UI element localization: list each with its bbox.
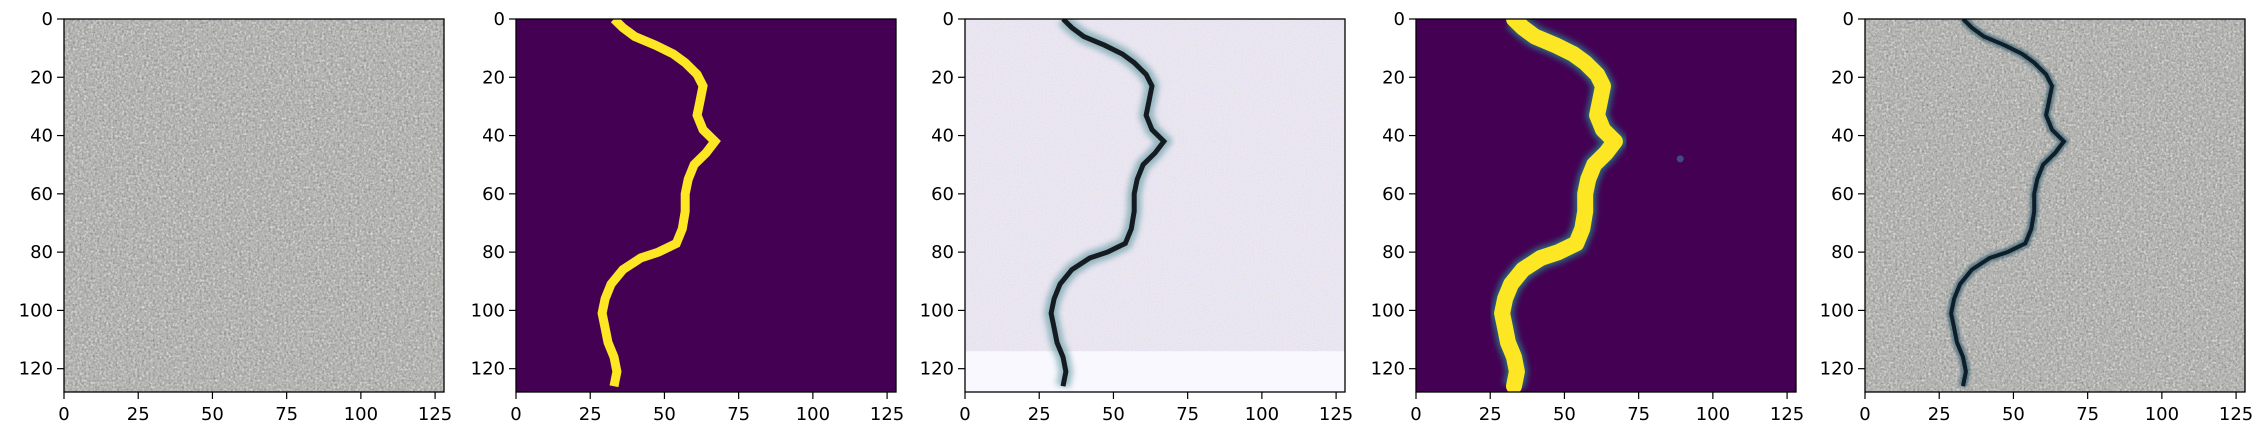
x-tick-label: 125 <box>1319 404 1353 425</box>
x-tick-label: 100 <box>1696 404 1730 425</box>
predicted-crack-mask-image <box>1416 19 1796 392</box>
x-tick-label: 25 <box>1928 404 1951 425</box>
axes-frame <box>515 18 897 393</box>
y-tick-label: 120 <box>1820 359 1854 380</box>
x-tick-label: 0 <box>1410 404 1421 425</box>
y-tick-label: 40 <box>1831 126 1854 147</box>
y-tick-label: 20 <box>1382 67 1405 88</box>
y-tick-label: 0 <box>1843 9 1854 30</box>
crack-overlay-photo-image <box>1865 19 2245 392</box>
x-tick-label: 25 <box>1028 404 1051 425</box>
y-tick-label: 100 <box>1820 300 1854 321</box>
x-tick-label: 50 <box>201 404 224 425</box>
x-tick-label: 0 <box>1859 404 1870 425</box>
crack-line <box>1048 19 1168 387</box>
y-tick-label: 40 <box>482 126 505 147</box>
y-tick-label: 100 <box>920 300 954 321</box>
y-tick-label: 20 <box>30 67 53 88</box>
x-tick-label: 50 <box>1553 404 1576 425</box>
mask-speck <box>1676 155 1684 163</box>
y-tick-label: 60 <box>1382 184 1405 205</box>
synthetic-noise <box>965 19 1345 392</box>
concrete-noise <box>64 19 444 392</box>
y-tick-label: 80 <box>931 242 954 263</box>
y-tick-label: 60 <box>931 184 954 205</box>
concrete-noise <box>1865 19 2245 392</box>
mask-background <box>516 19 896 392</box>
y-tick-label: 120 <box>920 359 954 380</box>
y-tick-label: 80 <box>30 242 53 263</box>
y-tick-label: 40 <box>1382 126 1405 147</box>
concrete-surface-photo-axes: 0 25 50 75 100 125 0 20 40 60 80 100 120 <box>19 9 453 425</box>
ground-truth-crack-mask: 0 25 50 75 100 125 0 20 40 60 80 100 120 <box>471 9 905 425</box>
ground-truth-crack-mask-axes: 0 25 50 75 100 125 0 20 40 60 80 100 120 <box>471 9 905 425</box>
y-tick-label: 0 <box>42 9 53 30</box>
x-tick-label: 50 <box>1102 404 1125 425</box>
y-tick-label: 20 <box>931 67 954 88</box>
generated-crack-image-axes: 0 25 50 75 100 125 0 20 40 60 80 100 120 <box>920 9 1354 425</box>
x-tick-label: 125 <box>1770 404 1804 425</box>
concrete-surface-photo: 0 25 50 75 100 125 0 20 40 60 80 100 120 <box>19 9 453 425</box>
x-tick-label: 100 <box>796 404 830 425</box>
y-tick-label: 80 <box>1831 242 1854 263</box>
y-tick-label: 120 <box>19 359 53 380</box>
x-tick-label: 100 <box>2145 404 2179 425</box>
x-tick-label: 75 <box>275 404 298 425</box>
y-tick-label: 100 <box>19 300 53 321</box>
x-tick-label: 0 <box>510 404 521 425</box>
ground-truth-crack-mask-image <box>516 19 896 392</box>
x-tick-label: 50 <box>653 404 676 425</box>
x-tick-label: 75 <box>2076 404 2099 425</box>
crack-overlay-photo: 0 25 50 75 100 125 0 20 40 60 80 100 120 <box>1820 9 2254 425</box>
axes-frame <box>964 18 1346 393</box>
y-tick-label: 0 <box>1394 9 1405 30</box>
y-tick-label: 100 <box>1371 300 1405 321</box>
y-tick-label: 80 <box>482 242 505 263</box>
y-tick-label: 60 <box>1831 184 1854 205</box>
x-tick-label: 100 <box>344 404 378 425</box>
y-tick-label: 120 <box>471 359 505 380</box>
y-tick-label: 40 <box>931 126 954 147</box>
x-tick-label: 50 <box>2002 404 2025 425</box>
x-tick-label: 75 <box>1627 404 1650 425</box>
y-tick-label: 120 <box>1371 359 1405 380</box>
x-tick-label: 25 <box>579 404 602 425</box>
x-tick-label: 75 <box>727 404 750 425</box>
mask-crack <box>597 19 721 388</box>
y-tick-label: 20 <box>482 67 505 88</box>
y-tick-label: 60 <box>482 184 505 205</box>
x-tick-label: 125 <box>2219 404 2253 425</box>
x-tick-label: 25 <box>1479 404 1502 425</box>
x-tick-label: 25 <box>127 404 150 425</box>
axes-frame <box>63 18 445 393</box>
x-tick-label: 75 <box>1176 404 1199 425</box>
generated-crack-image: 0 25 50 75 100 125 0 20 40 60 80 100 120 <box>920 9 1354 425</box>
axes-frame <box>1864 18 2246 393</box>
y-tick-label: 0 <box>943 9 954 30</box>
predicted-crack-mask: 0 25 50 75 100 125 0 20 40 60 80 100 120 <box>1371 9 1805 425</box>
y-tick-label: 0 <box>494 9 505 30</box>
crack-line <box>1949 19 2067 387</box>
crack-overlay-photo-axes: 0 25 50 75 100 125 0 20 40 60 80 100 120 <box>1820 9 2254 425</box>
concrete-surface-photo-image <box>64 19 444 392</box>
y-tick-label: 20 <box>1831 67 1854 88</box>
y-tick-label: 80 <box>1382 242 1405 263</box>
predicted-crack-mask-axes: 0 25 50 75 100 125 0 20 40 60 80 100 120 <box>1371 9 1805 425</box>
y-tick-label: 40 <box>30 126 53 147</box>
generated-crack-image-image <box>965 19 1345 392</box>
x-tick-label: 125 <box>870 404 904 425</box>
y-tick-label: 100 <box>471 300 505 321</box>
x-tick-label: 125 <box>418 404 452 425</box>
x-tick-label: 100 <box>1245 404 1279 425</box>
y-tick-label: 60 <box>30 184 53 205</box>
x-tick-label: 0 <box>58 404 69 425</box>
bright-band <box>965 351 1345 392</box>
mask-crack <box>1494 19 1623 392</box>
x-tick-label: 0 <box>959 404 970 425</box>
axes-frame <box>1415 18 1797 393</box>
